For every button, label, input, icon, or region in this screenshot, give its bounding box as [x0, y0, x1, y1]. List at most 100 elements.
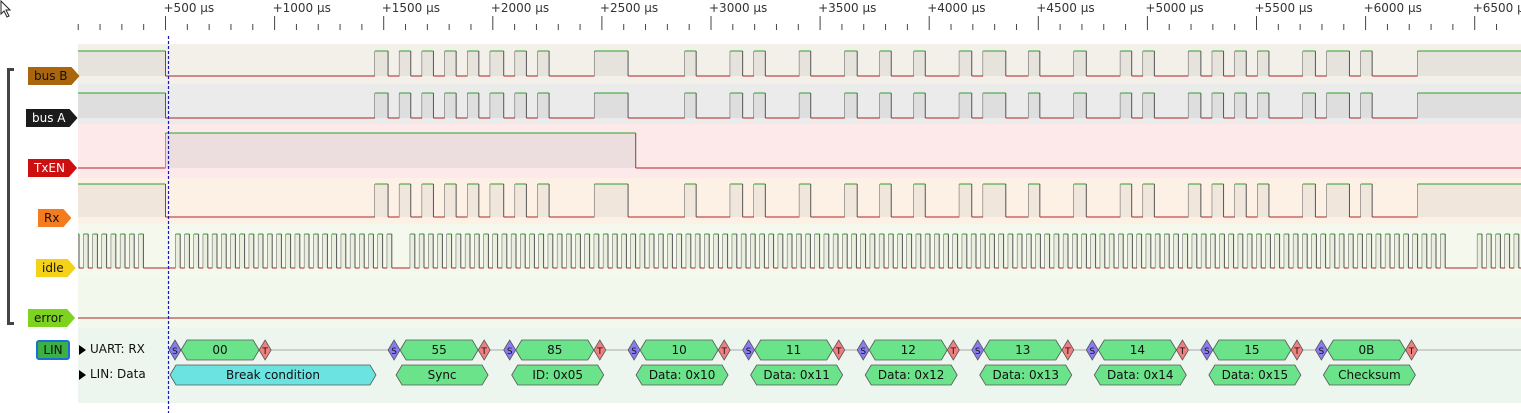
ruler-tick-label: +1500 µs	[381, 1, 440, 15]
signal-high-fill	[603, 234, 608, 268]
signal-high-fill	[1385, 234, 1390, 268]
channel-group-bracket	[7, 68, 14, 325]
signal-high-fill	[759, 234, 765, 268]
signal-high-fill	[493, 234, 498, 268]
uart-data-byte[interactable]: 12	[868, 339, 948, 361]
signal-high-fill	[1091, 234, 1096, 268]
signal-high-fill	[483, 234, 489, 268]
signal-high-fill	[959, 51, 972, 76]
uart-stop-bit[interactable]: T	[477, 339, 491, 361]
signal-high-fill	[1326, 184, 1350, 217]
ruler-ticks	[77, 16, 1498, 30]
lin-frame-field[interactable]: Data: 0x14	[1093, 364, 1187, 386]
signal-high-fill	[769, 234, 774, 268]
ruler-tick-label: +2500 µs	[599, 1, 659, 15]
signal-high-fill	[1431, 234, 1436, 268]
signal-high-fill	[1188, 93, 1201, 118]
uart-data-byte[interactable]: 11	[754, 339, 834, 361]
decoder-row-name: LIN: Data	[90, 367, 146, 381]
signal-high-fill	[212, 234, 217, 268]
signal-high-fill	[1330, 234, 1335, 268]
annotation-text: 10	[672, 343, 687, 357]
lin-frame-field[interactable]: Data: 0x10	[635, 364, 729, 386]
signal-high-fill	[465, 234, 470, 268]
channel-label-idle[interactable]: idle	[36, 259, 76, 277]
channel-label-txen[interactable]: TxEN	[28, 159, 77, 177]
lin-frame-field[interactable]: Sync	[395, 364, 489, 386]
signal-high-fill	[1073, 184, 1087, 217]
lin-decoder-badge[interactable]: LIN	[36, 340, 70, 360]
uart-data-byte[interactable]: 13	[983, 339, 1063, 361]
lin-frame-field[interactable]: Data: 0x11	[750, 364, 844, 386]
channel-label-bus-a[interactable]: bus A	[26, 109, 78, 127]
annotation-text: Sync	[428, 368, 457, 382]
uart-stop-bit[interactable]: T	[1405, 339, 1418, 361]
annotation-text: T	[480, 347, 487, 357]
annotation-text: T	[1064, 347, 1071, 357]
annotation-text: Checksum	[1338, 368, 1400, 382]
signal-high-fill	[511, 234, 516, 268]
signal-high-fill	[1127, 234, 1133, 268]
uart-stop-bit[interactable]: T	[593, 339, 607, 361]
signal-high-fill	[515, 184, 527, 217]
channel-label-error[interactable]: error	[28, 309, 75, 327]
lin-frame-field[interactable]: Data: 0x12	[864, 364, 958, 386]
signal-high-fill	[1302, 93, 1316, 118]
signal-high-fill	[1026, 234, 1032, 268]
signal-high-fill	[824, 234, 829, 268]
channel-label-bus-b[interactable]: bus B	[28, 67, 80, 85]
signal-high-fill	[594, 51, 629, 76]
signal-high-fill	[959, 184, 972, 217]
uart-stop-bit[interactable]: T	[1290, 339, 1304, 361]
signal-high-fill	[1100, 234, 1105, 268]
signal-high-fill	[1376, 234, 1381, 268]
decoder-row-expand-icon[interactable]	[79, 370, 86, 380]
signal-high-fill	[934, 234, 940, 268]
uart-data-byte[interactable]: 85	[515, 339, 595, 361]
signal-high-fill	[796, 234, 802, 268]
signal-high-fill	[1045, 234, 1050, 268]
lin-frame-field[interactable]: Checksum	[1322, 364, 1416, 386]
uart-data-byte[interactable]: 00	[180, 339, 260, 361]
time-ruler[interactable]: +500 µs +1000 µs +1500 µs +2000 µs +2500 µs +…	[0, 0, 1521, 40]
uart-data-byte[interactable]: 15	[1212, 339, 1292, 361]
channel-label-rx[interactable]: Rx	[38, 209, 71, 227]
signal-high-fill	[799, 184, 811, 217]
uart-data-byte[interactable]: 14	[1097, 339, 1177, 361]
uart-data-byte[interactable]: 55	[399, 339, 479, 361]
lin-break-condition[interactable]: Break condition	[169, 364, 377, 386]
annotation-text: Break condition	[226, 368, 320, 382]
uart-stop-bit[interactable]: T	[832, 339, 846, 361]
uart-stop-bit[interactable]: T	[717, 339, 731, 361]
signal-high-fill	[92, 234, 98, 268]
signal-high-fill	[399, 51, 411, 76]
signal-high-fill	[175, 234, 181, 268]
signal-high-fill	[1073, 93, 1087, 118]
annotation-text: Data: 0x15	[1222, 368, 1289, 382]
uart-data-byte[interactable]: 0B	[1326, 339, 1406, 361]
lin-frame-field[interactable]: Data: 0x15	[1208, 364, 1302, 386]
annotation-text: 14	[1130, 343, 1145, 357]
signal-high-fill	[1164, 234, 1170, 268]
signal-high-fill	[1275, 234, 1280, 268]
annotation-text: 12	[901, 343, 916, 357]
lin-frame-field[interactable]: Data: 0x13	[979, 364, 1073, 386]
signal-high-fill	[723, 234, 728, 268]
uart-stop-bit[interactable]: T	[258, 339, 272, 361]
ruler-tick-label: +4000 µs	[927, 1, 986, 15]
signal-high-fill	[888, 234, 894, 268]
decoder-row-expand-icon[interactable]	[79, 345, 86, 355]
signal-high-fill	[1173, 234, 1179, 268]
signal-high-fill	[184, 234, 190, 268]
uart-stop-bit[interactable]: T	[946, 339, 960, 361]
signal-high-fill	[631, 234, 636, 268]
signal-high-fill	[78, 51, 166, 76]
uart-stop-bit[interactable]: T	[1175, 339, 1189, 361]
lin-frame-field[interactable]: ID: 0x05	[511, 364, 605, 386]
uart-stop-bit[interactable]: T	[1061, 339, 1075, 361]
signal-high-fill	[1257, 93, 1269, 118]
uart-data-byte[interactable]: 10	[639, 339, 719, 361]
signal-high-fill	[490, 93, 504, 118]
signal-high-fill	[799, 51, 811, 76]
